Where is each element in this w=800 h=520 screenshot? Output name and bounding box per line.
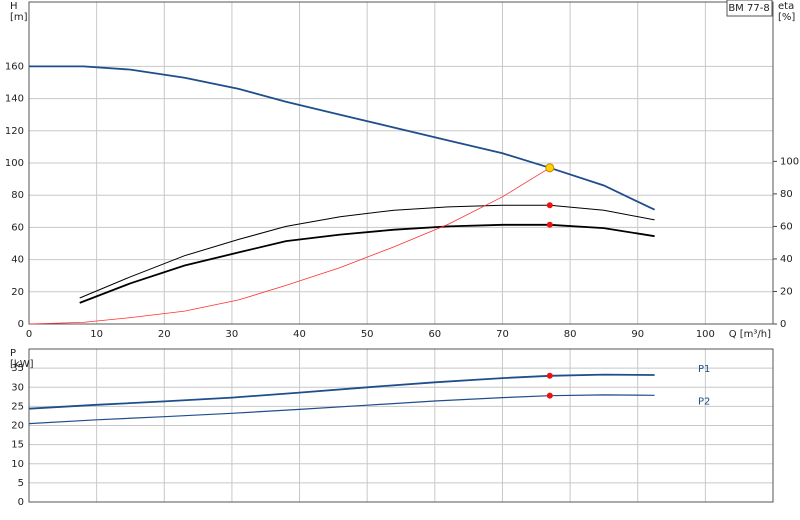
y-tick-label: 25	[11, 401, 24, 412]
x-tick-label: 10	[90, 329, 103, 340]
y-tick-label: 100	[5, 158, 24, 169]
x-tick-label: 20	[158, 329, 171, 340]
y-tick-label: 40	[11, 255, 24, 266]
y-tick-label: 20	[11, 287, 24, 298]
y-tick-label: 140	[5, 94, 24, 105]
y2-tick-label: 20	[780, 286, 793, 297]
x-tick-label: 70	[496, 329, 509, 340]
y-tick-label: 35	[11, 363, 24, 374]
series-line	[28, 394, 655, 425]
operating-point	[546, 202, 553, 209]
y2-tick-label: 100	[780, 156, 799, 167]
operating-point	[546, 392, 553, 399]
series-line	[29, 65, 655, 211]
plot-frame	[28, 348, 774, 503]
chart-title: BM 77-8	[728, 3, 769, 14]
y-tick-label: 30	[11, 382, 24, 393]
y-axis-label: P	[10, 348, 16, 359]
x-tick-label: 30	[226, 329, 239, 340]
series-label: P1	[698, 364, 710, 375]
y-tick-label: 15	[11, 440, 24, 451]
x-axis-label: Q [m³/h]	[729, 329, 771, 340]
series-label: P2	[698, 396, 710, 407]
y-axis-label: [kW]	[10, 359, 34, 370]
y-tick-label: 60	[11, 222, 24, 233]
title-box	[726, 0, 773, 17]
operating-point	[546, 372, 553, 379]
operating-point	[545, 163, 555, 173]
series-line	[28, 167, 551, 325]
operating-point	[546, 221, 553, 228]
y-tick-label: 0	[18, 319, 24, 330]
y2-tick-label: 40	[780, 254, 793, 265]
y2-axis-label: [%]	[778, 12, 795, 23]
plot-frame	[28, 1, 774, 325]
x-tick-label: 60	[428, 329, 441, 340]
y-tick-label: 120	[5, 126, 24, 137]
y-tick-label: 160	[5, 61, 24, 72]
x-tick-label: 40	[293, 329, 306, 340]
y2-tick-label: 80	[780, 189, 793, 200]
y-tick-label: 10	[11, 459, 24, 470]
y2-tick-label: 0	[780, 319, 786, 330]
x-tick-label: 0	[26, 329, 32, 340]
x-tick-label: 100	[696, 329, 715, 340]
y-tick-label: 80	[11, 190, 24, 201]
y-tick-label: 5	[18, 478, 24, 489]
x-tick-label: 80	[564, 329, 577, 340]
y2-tick-label: 60	[780, 221, 793, 232]
series-line	[28, 373, 655, 410]
x-tick-label: 50	[361, 329, 374, 340]
series-line	[79, 204, 655, 299]
y-tick-label: 20	[11, 421, 24, 432]
x-tick-label: 90	[631, 329, 644, 340]
y2-axis-label: eta	[778, 1, 794, 12]
y-axis-label: H	[10, 1, 18, 12]
series-line	[79, 223, 655, 304]
y-axis-label: [m]	[10, 12, 28, 23]
y-tick-label: 0	[18, 497, 24, 508]
